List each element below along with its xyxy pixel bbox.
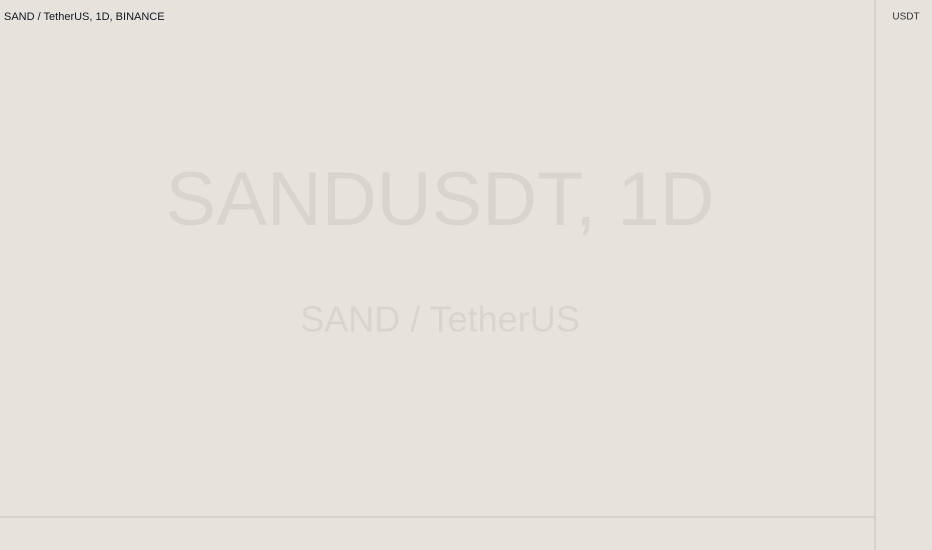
watermark: SANDUSDT, 1D bbox=[166, 157, 715, 242]
watermark-sub: SAND / TetherUS bbox=[300, 299, 579, 340]
axis-unit: USDT bbox=[892, 12, 919, 23]
chart-title: SAND / TetherUS, 1D, BINANCE bbox=[4, 11, 165, 23]
